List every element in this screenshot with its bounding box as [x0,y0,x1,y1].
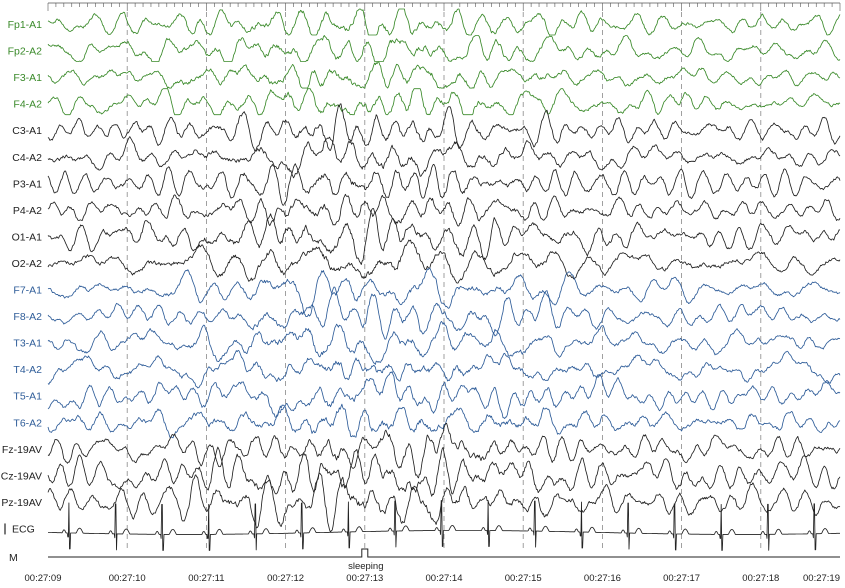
time-tick-label: 00:27:09 [25,573,62,584]
channel-label: Fp1-A1 [8,19,43,31]
channel-label: T3-A1 [13,338,42,350]
marker-label: M [9,552,18,564]
trace-t6-a2 [47,403,841,439]
time-tick-label: 00:27:10 [109,573,146,584]
trace-ecg [48,500,840,551]
time-tick-label: 00:27:18 [742,573,779,584]
trace-fp2-a2 [47,35,841,62]
trace-fp1-a1 [47,8,841,36]
channel-label: T4-A2 [13,364,42,376]
trace-c4-a2 [47,136,841,179]
channel-label: F7-A1 [13,285,42,297]
channel-label: T6-A2 [13,417,42,429]
trace-t3-a1 [47,320,841,365]
channel-label: C3-A1 [12,125,42,137]
trace-pz-19av [47,472,841,533]
channel-label: F3-A1 [13,72,42,84]
marker-annotation: sleeping [348,561,383,572]
channel-label: C4-A2 [12,152,42,164]
channel-label: O1-A1 [12,231,43,243]
channel-labels: Fp1-A1 Fp2-A2 F3-A1 F4-A2 C3-A1 C4-A2 P3-A1 P4-… [1,19,42,535]
trace-o1-a1 [47,208,841,265]
channel-label: Fz-19AV [2,444,42,456]
time-tick-label: 00:27:12 [267,573,304,584]
channel-label: Cz-19AV [1,470,42,482]
trace-f7-a1 [47,267,841,318]
trace-fz-19av [47,422,841,479]
trace-t4-a2 [47,349,841,389]
trace-c3-a1 [47,103,841,152]
marker-line [48,548,840,558]
channel-label: O2-A2 [12,258,43,270]
channel-label: F8-A2 [13,311,42,323]
eeg-traces [47,8,841,551]
time-tick-label: 00:27:16 [584,573,621,584]
channel-label: F4-A2 [13,99,42,111]
time-tick-label: 00:27:17 [663,573,700,584]
trace-f8-a2 [47,286,841,340]
channel-label: Pz-19AV [1,497,42,509]
channel-label: ECG [12,523,35,535]
channel-label: T5-A1 [13,391,42,403]
trace-p3-a1 [47,163,841,206]
channel-label: P3-A1 [13,178,42,190]
trace-p4-a2 [47,193,841,227]
channel-label: Fp2-A2 [8,46,43,58]
time-tick-label: 00:27:13 [346,573,383,584]
trace-t5-a1 [47,371,841,419]
channel-label: P4-A2 [13,205,42,217]
trace-f3-a1 [47,61,841,89]
time-tick-label: 00:27:14 [426,573,463,584]
time-tick-label: 00:27:15 [505,573,542,584]
trace-o2-a2 [47,239,841,284]
time-tick-label: 00:27:19 [803,573,840,584]
time-tick-label: 00:27:11 [188,573,224,584]
time-axis: 00:27:09 00:27:10 00:27:11 00:27:12 00:27:13… [25,573,840,584]
trace-f4-a2 [47,88,841,116]
trace-cz-19av [47,446,841,497]
